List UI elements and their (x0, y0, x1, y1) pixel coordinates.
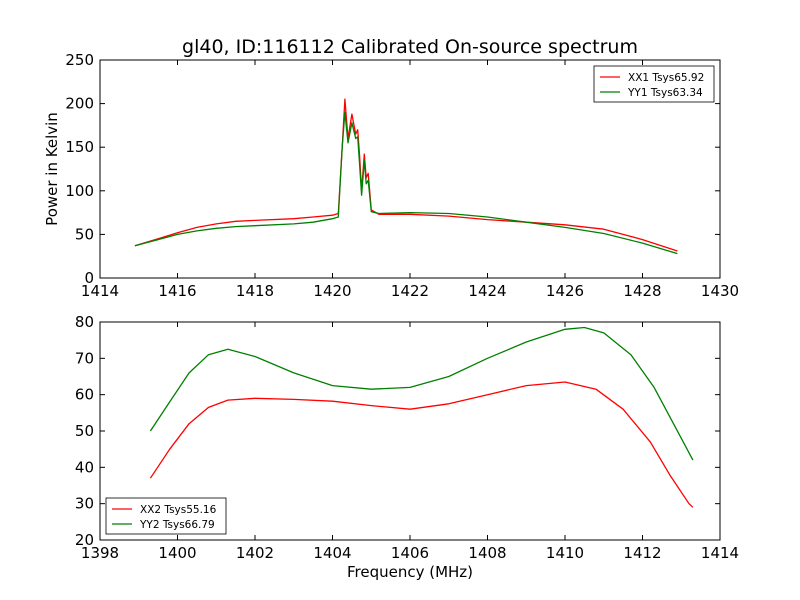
x-tick-label: 1426 (546, 282, 584, 300)
top-panel: 1414 1416 1418 1420 1422 1424 1426 1428 1430 0 50 1… (43, 51, 739, 300)
y-tick-label: 150 (65, 138, 94, 156)
y-tick-label: 50 (75, 225, 94, 243)
legend-entry-label: XX2 Tsys55.16 (140, 504, 217, 516)
y-tick-label: 200 (65, 95, 94, 113)
x-tick-label: 1412 (623, 544, 661, 562)
legend-box (105, 497, 227, 535)
y-tick-label: 40 (75, 458, 94, 476)
x-tick-label: 1402 (236, 544, 274, 562)
legend-box (593, 65, 715, 103)
x-tick-label: 1428 (623, 282, 661, 300)
x-tick-label: 1418 (236, 282, 274, 300)
plot-frame (99, 321, 721, 541)
series-line-xx (149, 381, 694, 508)
x-tick-label: 1398 (81, 544, 119, 562)
bottom-panel: 1398 1400 1402 1404 1406 1408 1410 1412 1414 20 30… (75, 313, 739, 581)
y-tick-label: 70 (75, 349, 94, 367)
x-tick-label: 1416 (158, 282, 196, 300)
y-tick-label: 250 (65, 51, 94, 69)
y-tick-label: 30 (75, 495, 94, 513)
x-tick-label: 1410 (546, 544, 584, 562)
x-tick-label: 1408 (468, 544, 506, 562)
y-tick-label: 20 (75, 531, 94, 549)
x-tick-label: 1400 (158, 544, 196, 562)
y-tick-label: 80 (75, 313, 94, 331)
x-tick-label: 1430 (701, 282, 739, 300)
y-axis-label: Power in Kelvin (43, 112, 61, 226)
plot-frame (99, 59, 721, 279)
x-tick-label: 1422 (391, 282, 429, 300)
series-line-yy (149, 326, 694, 461)
legend: XX2 Tsys55.16 YY2 Tsys66.79 (105, 497, 227, 535)
x-axis-label: Frequency (MHz) (347, 563, 473, 581)
x-tick-label: 1420 (313, 282, 351, 300)
x-tick-label: 1424 (468, 282, 506, 300)
series-line-xx (134, 98, 678, 252)
series-line-yy (134, 111, 678, 255)
y-tick-label: 0 (84, 269, 94, 287)
legend: XX1 Tsys65.92 YY1 Tsys63.34 (593, 65, 715, 103)
legend-entry-label: YY1 Tsys63.34 (627, 87, 703, 99)
x-tick-label: 1406 (391, 544, 429, 562)
y-tick-label: 50 (75, 422, 94, 440)
x-tick-label: 1404 (313, 544, 351, 562)
legend-entry-label: XX1 Tsys65.92 (628, 72, 704, 84)
legend-entry-label: YY2 Tsys66.79 (139, 519, 215, 531)
chart-title: gl40, ID:116112 Calibrated On-source spe… (182, 36, 638, 58)
x-tick-label: 1414 (701, 544, 739, 562)
x-tick-label: 1414 (81, 282, 119, 300)
y-tick-label: 100 (65, 182, 94, 200)
y-tick-label: 60 (75, 386, 94, 404)
